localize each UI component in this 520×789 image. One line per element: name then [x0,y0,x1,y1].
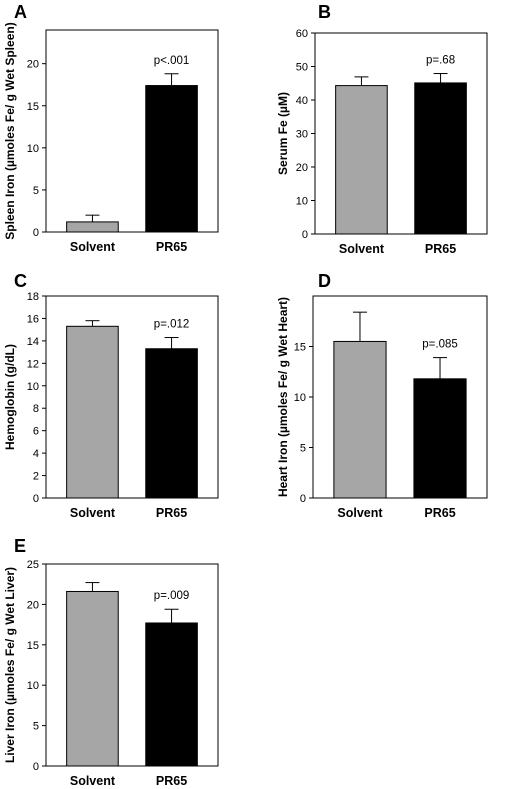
plot-frame [45,563,219,767]
bar-pr65 [145,85,198,233]
y-tick-label: 18 [27,291,39,303]
y-tick-label: 12 [27,358,39,370]
y-tick-label: 10 [296,196,308,208]
bar-pr65 [145,348,198,499]
y-tick-label: 5 [300,443,306,455]
y-tick-label: 10 [27,381,39,393]
y-tick-label: 40 [296,95,308,107]
y-axis-title: Serum Fe (µM) [276,92,290,175]
y-tick-label: 16 [27,313,39,325]
x-category-label: Solvent [70,506,116,520]
p-value-annotation: p=.085 [422,339,458,351]
y-tick-label: 20 [296,162,308,174]
bar-solvent [335,85,388,235]
x-category-label: Solvent [70,774,116,788]
y-tick-label: 60 [296,28,308,40]
y-tick-label: 0 [33,227,39,239]
y-tick-label: 20 [27,59,39,71]
chart-panel-e: E 0 5 10 15 20 25 Solvent PR65 p=.009 Liver Iron (… [3,536,219,788]
x-category-label: PR65 [425,242,456,256]
chart-panel-b: B 0 10 20 30 40 50 60 Solvent PR65 p=.68 Serum Fe (… [276,2,488,256]
bar-solvent [66,221,119,233]
bar-pr65 [145,622,198,767]
panel-letter: B [318,2,331,22]
chart-panel-d: D 0 5 10 15 Solvent PR65 p=.085 Heart Iron (µmol… [276,271,488,520]
x-category-label: PR65 [424,506,455,520]
y-tick-label: 50 [296,62,308,74]
bar-solvent [66,325,119,499]
y-tick-label: 10 [27,680,39,692]
y-axis-title: Hemoglobin (g/dL) [3,344,17,450]
p-value-annotation: p=.012 [154,319,190,331]
y-axis-title: Heart Iron (µmoles Fe/ g Wet Heart) [276,297,290,497]
y-tick-label: 6 [33,426,39,438]
y-tick-label: 14 [27,336,39,348]
y-tick-label: 0 [33,493,39,505]
plot-frame [45,295,219,499]
x-category-label: Solvent [339,242,385,256]
bar-solvent [66,590,119,767]
panel-letter: D [318,271,331,291]
y-tick-label: 0 [33,761,39,773]
bar-solvent [333,340,387,499]
y-tick-label: 15 [27,640,39,652]
y-tick-label: 15 [27,101,39,113]
y-tick-label: 30 [296,129,308,141]
y-tick-label: 0 [302,229,308,241]
bar-pr65 [413,378,467,499]
y-tick-label: 4 [33,448,39,460]
x-category-label: Solvent [70,240,116,254]
panel-letter: A [14,2,27,22]
y-tick-label: 10 [294,392,306,404]
x-category-label: PR65 [156,774,187,788]
bar-pr65 [414,82,467,235]
p-value-annotation: p<.001 [154,55,190,67]
chart-panel-a: A 0 5 10 15 20 Solvent PR65 p<.001 Spleen Iron (µ… [3,2,219,254]
y-tick-label: 25 [27,559,39,571]
y-tick-label: 2 [33,471,39,483]
panel-letter: E [14,536,26,556]
p-value-annotation: p=.009 [154,590,190,602]
x-category-label: PR65 [156,506,187,520]
y-tick-label: 15 [294,342,306,354]
y-tick-label: 10 [27,143,39,155]
plot-frame [45,29,219,233]
y-tick-label: 5 [33,721,39,733]
y-axis-title: Liver Iron (µmoles Fe/ g Wet Liver) [3,567,17,763]
panel-letter: C [14,271,27,291]
p-value-annotation: p=.68 [426,55,455,67]
y-axis-title: Spleen Iron (µmoles Fe/ g Wet Spleen) [3,22,17,239]
y-tick-label: 5 [33,185,39,197]
chart-panel-c: C 0 2 4 6 8 10 12 14 16 18 Solvent PR65 p=.012 Hemoglo… [3,271,219,520]
y-tick-label: 20 [27,599,39,611]
y-tick-label: 8 [33,403,39,415]
x-category-label: Solvent [337,506,383,520]
x-category-label: PR65 [156,240,187,254]
y-tick-label: 0 [300,493,306,505]
